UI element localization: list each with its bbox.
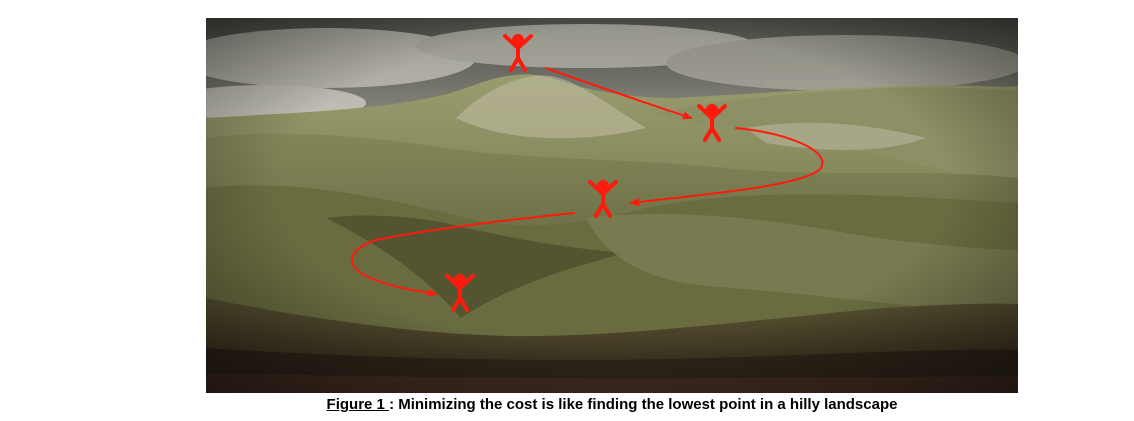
stick-figure-2 xyxy=(697,104,727,142)
stick-figure-3 xyxy=(588,180,618,218)
figure-caption: Figure 1 : Minimizing the cost is like f… xyxy=(0,396,1134,413)
descent-path-arrows xyxy=(351,67,824,297)
arrow-1 xyxy=(545,67,693,120)
arrow-2 xyxy=(629,127,824,207)
hilly-landscape-figure xyxy=(206,18,1018,393)
figure-caption-text: : Minimizing the cost is like finding th… xyxy=(389,396,898,413)
stick-figure-1 xyxy=(503,34,533,72)
arrow-3 xyxy=(351,212,575,297)
figure-caption-label: Figure 1 xyxy=(326,396,390,413)
landscape-photo xyxy=(206,18,1018,393)
stick-figure-4 xyxy=(445,274,475,312)
